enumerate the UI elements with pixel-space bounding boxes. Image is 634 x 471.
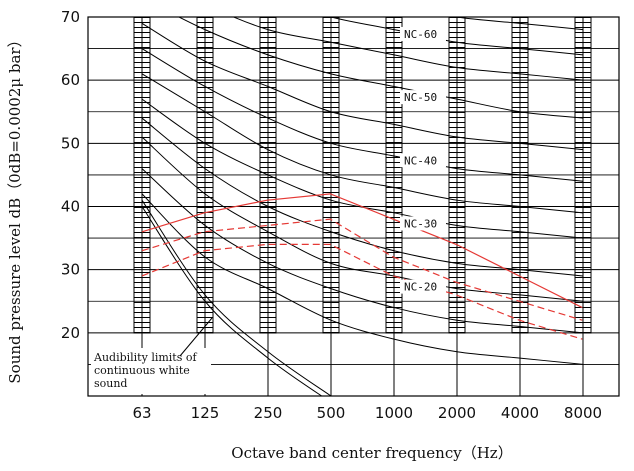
x-tick-label: 63	[132, 404, 151, 422]
y-tick-label: 40	[61, 198, 80, 216]
y-tick-label: 20	[61, 324, 80, 342]
plot-grid	[88, 17, 619, 396]
nc-curve	[142, 0, 583, 4]
annotation-text: sound	[94, 377, 127, 390]
x-tick-label: 500	[317, 404, 346, 422]
x-tick-label: 1000	[375, 404, 413, 422]
x-axis-title: Octave band center frequency（Hz）	[231, 444, 512, 462]
annotation-text: Audibility limits of	[93, 351, 197, 364]
annotation-text: continuous white	[94, 364, 190, 377]
x-tick-label: 4000	[501, 404, 539, 422]
y-tick-label: 50	[61, 134, 80, 152]
nc-curve-label: NC-60	[404, 28, 437, 41]
x-tick-label: 250	[254, 404, 283, 422]
x-tick-label: 8000	[564, 404, 602, 422]
nc-curve-label: NC-50	[404, 91, 437, 104]
nc-curve-label: NC-30	[404, 217, 437, 230]
y-axis-title: Sound pressure level dB（0dB=0.0002μ bar）	[6, 32, 24, 383]
y-tick-label: 60	[61, 71, 80, 89]
y-tick-label: 30	[61, 261, 80, 279]
y-tick-label: 70	[61, 8, 80, 26]
nc-curve-label: NC-20	[404, 281, 437, 294]
x-tick-label: 2000	[438, 404, 476, 422]
x-tick-label: 125	[191, 404, 220, 422]
nc-curve-label: NC-40	[404, 154, 437, 167]
